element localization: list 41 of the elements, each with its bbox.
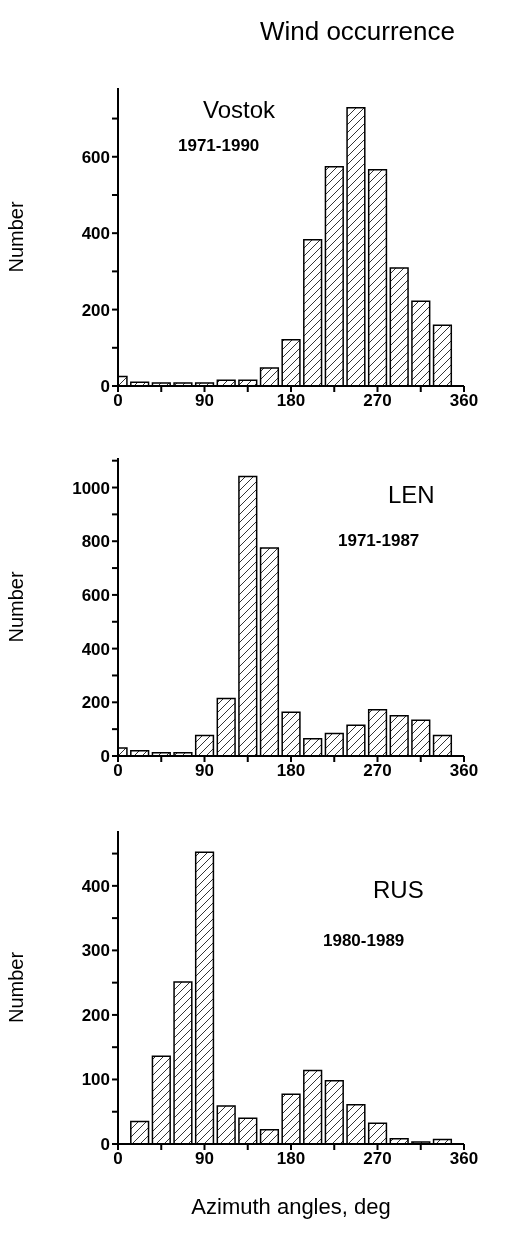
y-axis-title: Number xyxy=(5,201,28,273)
x-tick-label: 360 xyxy=(449,761,479,781)
x-tick-label: 360 xyxy=(449,1149,479,1169)
x-tick-label: 180 xyxy=(276,391,306,411)
text: 1971-1987 xyxy=(338,531,420,551)
y-tick-label: 400 xyxy=(81,224,110,244)
y-tick-label: 800 xyxy=(81,532,110,552)
y-tick-label: 200 xyxy=(81,300,110,320)
x-tick-label: 180 xyxy=(276,761,306,781)
y-tick-label: 600 xyxy=(81,147,110,167)
y-tick-label: 300 xyxy=(81,941,110,961)
text: LEN xyxy=(388,481,435,509)
y-axis-title: Number xyxy=(5,571,28,643)
x-tick-label: 0 xyxy=(113,761,123,781)
text: 1971-1990 xyxy=(178,136,260,156)
y-tick-label: 400 xyxy=(81,639,110,659)
y-tick-label: 0 xyxy=(100,747,110,767)
y-tick-label: 1000 xyxy=(72,478,110,498)
x-tick-label: 270 xyxy=(363,761,392,781)
y-tick-label: 200 xyxy=(81,1005,110,1025)
y-tick-label: 0 xyxy=(100,1135,110,1155)
x-tick-label: 180 xyxy=(276,1149,306,1169)
y-tick-label: 100 xyxy=(81,1070,110,1090)
x-tick-label: 360 xyxy=(449,391,479,411)
x-axis-title: Azimuth angles, deg xyxy=(191,1194,391,1219)
x-tick-label: 270 xyxy=(363,391,392,411)
text: 1980-1989 xyxy=(323,931,405,951)
y-tick-label: 200 xyxy=(81,693,110,713)
x-tick-label: 90 xyxy=(195,391,214,411)
x-tick-label: 0 xyxy=(113,1149,123,1169)
x-tick-label: 90 xyxy=(195,1149,214,1169)
x-tick-label: 270 xyxy=(363,1149,392,1169)
y-tick-label: 0 xyxy=(100,377,110,397)
y-tick-label: 400 xyxy=(81,876,110,896)
text: RUS xyxy=(373,876,424,904)
x-tick-label: 0 xyxy=(113,391,123,411)
text: Wind occurrence xyxy=(258,15,456,48)
y-axis-title: Number xyxy=(5,951,28,1024)
y-tick-label: 600 xyxy=(81,585,110,605)
chart-title: Vostok xyxy=(203,96,276,124)
x-tick-label: 90 xyxy=(195,761,214,781)
